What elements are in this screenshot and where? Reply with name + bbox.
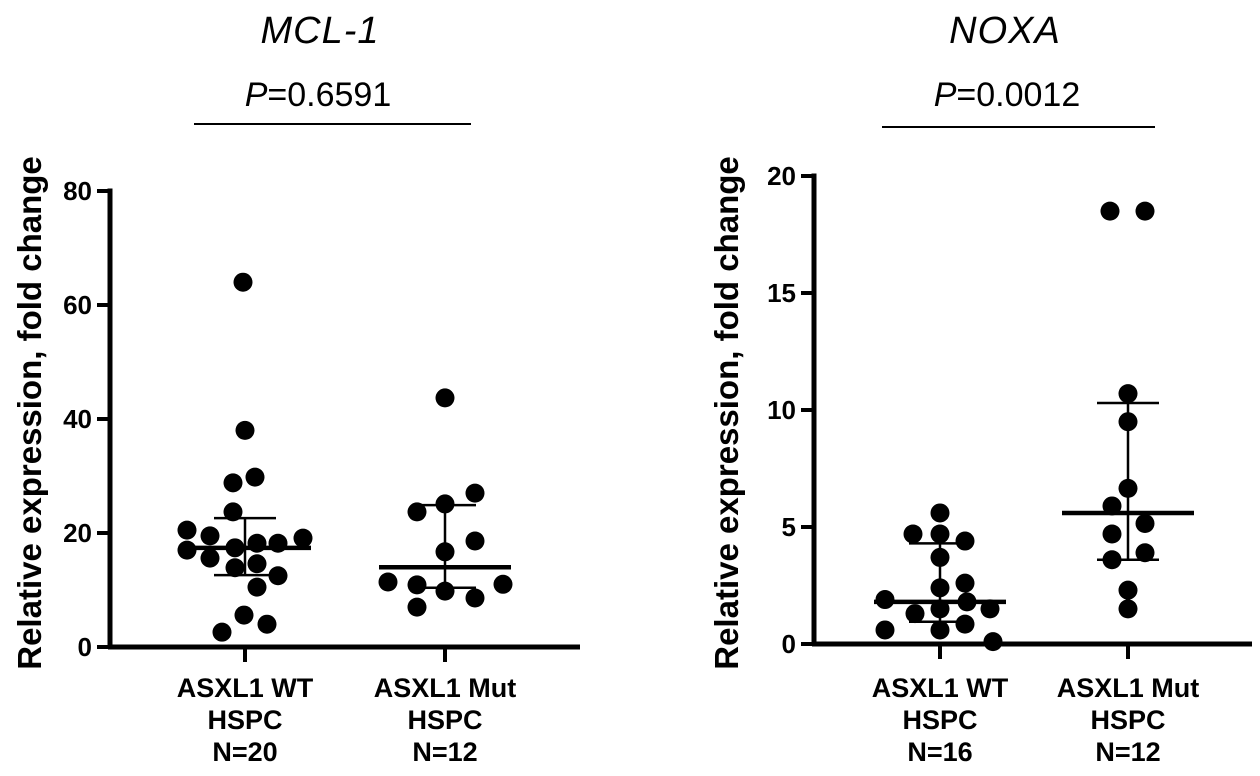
data-point bbox=[955, 614, 975, 634]
data-point bbox=[247, 554, 267, 574]
panel-title-mcl1: MCL-1 bbox=[260, 10, 380, 52]
y-tick-label: 10 bbox=[767, 395, 796, 425]
group-n: N=12 bbox=[412, 737, 478, 767]
y-tick-label: 40 bbox=[63, 404, 92, 434]
data-point bbox=[1118, 599, 1138, 619]
data-point bbox=[465, 531, 485, 551]
data-point bbox=[407, 575, 427, 595]
data-point bbox=[257, 614, 277, 634]
data-point bbox=[378, 572, 398, 592]
y-tick-label: 60 bbox=[63, 290, 92, 320]
x-group-label-noxa-mut: ASXL1 Mut HSPC N=12 bbox=[1018, 672, 1238, 768]
data-point bbox=[905, 604, 925, 624]
data-point bbox=[465, 588, 485, 608]
data-point bbox=[1118, 384, 1138, 404]
data-point bbox=[983, 632, 1003, 652]
data-point bbox=[930, 503, 950, 523]
group-name: ASXL1 Mut bbox=[373, 673, 517, 703]
panel-title-noxa: NOXA bbox=[949, 10, 1061, 52]
data-point bbox=[177, 520, 197, 540]
data-point bbox=[234, 605, 254, 625]
data-point bbox=[225, 558, 245, 578]
group-cell-type: HSPC bbox=[207, 705, 283, 735]
data-point bbox=[955, 573, 975, 593]
group-name: ASXL1 WT bbox=[176, 673, 314, 703]
data-point bbox=[1135, 201, 1155, 221]
y-tick-label: 80 bbox=[63, 176, 92, 206]
data-point bbox=[223, 473, 243, 493]
data-point bbox=[177, 540, 197, 560]
x-group-label-mcl1-mut: ASXL1 Mut HSPC N=12 bbox=[335, 672, 555, 768]
data-point bbox=[1135, 543, 1155, 563]
data-point bbox=[955, 531, 975, 551]
y-axis-label-noxa: Relative expression, fold change bbox=[708, 156, 745, 670]
group-n: N=16 bbox=[907, 737, 973, 767]
data-point bbox=[233, 272, 253, 292]
group-cell-type: HSPC bbox=[902, 705, 978, 735]
data-point bbox=[1102, 496, 1122, 516]
x-group-label-noxa-wt: ASXL1 WT HSPC N=16 bbox=[830, 672, 1050, 768]
y-tick-label: 0 bbox=[78, 632, 92, 662]
data-point bbox=[223, 502, 243, 522]
data-point bbox=[1118, 580, 1138, 600]
data-point bbox=[875, 590, 895, 610]
y-tick-label: 0 bbox=[782, 629, 796, 659]
y-axis-label-mcl1: Relative expression, fold change bbox=[11, 156, 48, 670]
data-point bbox=[247, 577, 267, 597]
y-tick-label: 20 bbox=[63, 518, 92, 548]
y-tick-label: 20 bbox=[767, 161, 796, 191]
group-n: N=20 bbox=[212, 737, 278, 767]
data-point bbox=[903, 524, 923, 544]
group-cell-type: HSPC bbox=[407, 705, 483, 735]
data-point bbox=[1100, 201, 1120, 221]
data-point bbox=[875, 620, 895, 640]
p-value-noxa: P=0.0012 bbox=[837, 76, 1177, 115]
p-value-mcl1: P=0.6591 bbox=[148, 76, 488, 115]
data-point bbox=[200, 548, 220, 568]
data-point bbox=[212, 622, 232, 642]
data-point bbox=[235, 420, 255, 440]
group-n: N=12 bbox=[1095, 737, 1161, 767]
data-point bbox=[930, 524, 950, 544]
x-group-label-mcl1-wt: ASXL1 WT HSPC N=20 bbox=[135, 672, 355, 768]
data-point bbox=[1135, 513, 1155, 533]
data-point bbox=[268, 566, 288, 586]
group-name: ASXL1 WT bbox=[871, 673, 1009, 703]
data-point bbox=[407, 502, 427, 522]
y-tick-label: 15 bbox=[767, 278, 796, 308]
data-point bbox=[200, 526, 220, 546]
data-point bbox=[245, 467, 265, 487]
group-name: ASXL1 Mut bbox=[1056, 673, 1200, 703]
y-tick-label: 5 bbox=[782, 512, 796, 542]
data-point bbox=[1102, 524, 1122, 544]
p-value-prefix: P bbox=[933, 76, 957, 114]
p-value-prefix: P bbox=[244, 76, 268, 114]
p-value-text: =0.0012 bbox=[956, 76, 1081, 114]
data-point bbox=[407, 597, 427, 617]
data-point bbox=[493, 574, 513, 594]
p-value-text: =0.6591 bbox=[267, 76, 392, 114]
data-point bbox=[930, 620, 950, 640]
data-point bbox=[980, 599, 1000, 619]
data-point bbox=[293, 528, 313, 548]
group-cell-type: HSPC bbox=[1090, 705, 1166, 735]
data-point bbox=[465, 483, 485, 503]
data-point bbox=[435, 581, 455, 601]
data-point bbox=[435, 388, 455, 408]
